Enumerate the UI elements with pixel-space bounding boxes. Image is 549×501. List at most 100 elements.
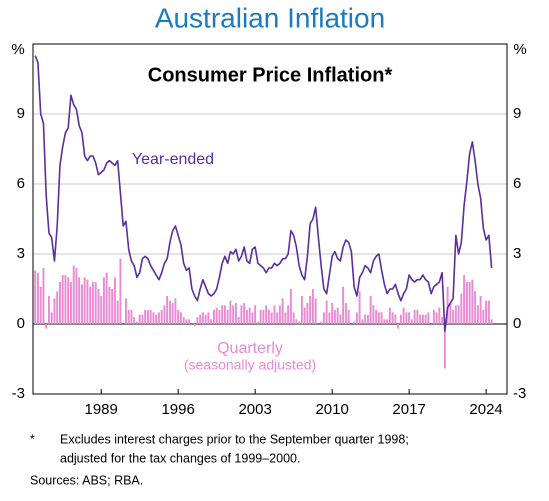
bar xyxy=(336,307,339,324)
bar xyxy=(193,324,196,327)
x-tick-label: 1989 xyxy=(84,401,117,418)
bar xyxy=(419,314,422,324)
x-tick-label: 1996 xyxy=(161,401,194,418)
bar-sublabel: (seasonally adjusted) xyxy=(184,357,316,373)
bar xyxy=(278,305,281,324)
bar xyxy=(485,300,488,324)
bar xyxy=(441,317,444,324)
bar xyxy=(474,291,477,324)
bar xyxy=(91,282,94,324)
bar xyxy=(380,312,383,324)
bar xyxy=(460,293,463,324)
bar xyxy=(438,307,441,324)
bar xyxy=(157,312,160,324)
chart-title: Consumer Price Inflation* xyxy=(148,64,393,86)
bar xyxy=(413,310,416,324)
bar xyxy=(100,296,103,324)
bar xyxy=(421,314,424,324)
bar xyxy=(300,296,303,324)
bar xyxy=(135,321,138,324)
footnote-line: adjusted for the tax changes of 1999–200… xyxy=(60,451,300,465)
bar xyxy=(245,310,248,324)
bar xyxy=(127,310,130,324)
bar xyxy=(377,312,380,324)
bar xyxy=(42,268,45,324)
bar xyxy=(221,305,224,324)
bar xyxy=(119,258,122,324)
x-tick-label: 2010 xyxy=(315,401,348,418)
bar xyxy=(273,305,276,324)
bar xyxy=(366,314,369,324)
bar xyxy=(311,289,314,324)
bar xyxy=(64,275,67,324)
bar xyxy=(331,303,334,324)
y-tick-label: 0 xyxy=(17,315,25,332)
y-tick-label: 3 xyxy=(17,245,25,262)
x-tick-label: 2024 xyxy=(469,401,502,418)
bar xyxy=(375,310,378,324)
bar xyxy=(342,286,345,324)
bar xyxy=(405,312,408,324)
plot-area xyxy=(32,43,508,395)
bar xyxy=(75,268,78,324)
bar xyxy=(471,279,474,324)
bar xyxy=(427,312,430,324)
bar xyxy=(45,324,48,329)
bar xyxy=(50,312,53,324)
bar xyxy=(248,307,251,324)
bar xyxy=(391,312,394,324)
bar xyxy=(69,282,72,324)
bar xyxy=(251,312,254,324)
bar xyxy=(155,314,158,324)
bar xyxy=(185,319,188,324)
bar xyxy=(232,305,235,324)
bar xyxy=(144,310,147,324)
bar xyxy=(298,321,301,324)
bar xyxy=(133,317,136,324)
bar xyxy=(487,300,490,324)
bar xyxy=(80,284,83,324)
bar xyxy=(141,314,144,324)
bar xyxy=(267,310,270,324)
footnote-line: Excludes interest charges prior to the S… xyxy=(60,432,409,446)
bar xyxy=(58,282,61,324)
bar xyxy=(432,310,435,324)
bar xyxy=(289,289,292,324)
bar xyxy=(240,305,243,324)
bar xyxy=(322,312,325,324)
x-tick-label: 2003 xyxy=(238,401,271,418)
bar xyxy=(47,296,50,324)
bar xyxy=(369,296,372,324)
bar xyxy=(196,317,199,324)
bar xyxy=(218,310,221,324)
bar xyxy=(177,310,180,324)
bar xyxy=(265,305,268,324)
bar xyxy=(457,305,460,324)
bar xyxy=(465,282,468,324)
y-tick-label: 9 xyxy=(17,105,25,122)
bar xyxy=(394,314,397,324)
bar xyxy=(399,314,402,324)
bar xyxy=(152,312,155,324)
bar xyxy=(358,291,361,324)
bar xyxy=(83,277,86,324)
bar xyxy=(204,314,207,324)
bar xyxy=(182,317,185,324)
bar xyxy=(372,305,375,324)
bar xyxy=(490,319,493,324)
bar xyxy=(463,275,466,324)
bar xyxy=(102,277,105,324)
bar xyxy=(424,314,427,324)
bar xyxy=(364,314,367,324)
bar xyxy=(388,307,391,324)
bar xyxy=(443,324,446,369)
y-tick-label: -3 xyxy=(12,385,25,402)
bar xyxy=(78,277,81,324)
bar xyxy=(229,300,232,324)
bar xyxy=(188,319,191,324)
bar xyxy=(212,310,215,324)
bar xyxy=(160,310,163,324)
bar xyxy=(226,310,229,324)
bar xyxy=(295,319,298,324)
x-tick-label: 2017 xyxy=(392,401,425,418)
